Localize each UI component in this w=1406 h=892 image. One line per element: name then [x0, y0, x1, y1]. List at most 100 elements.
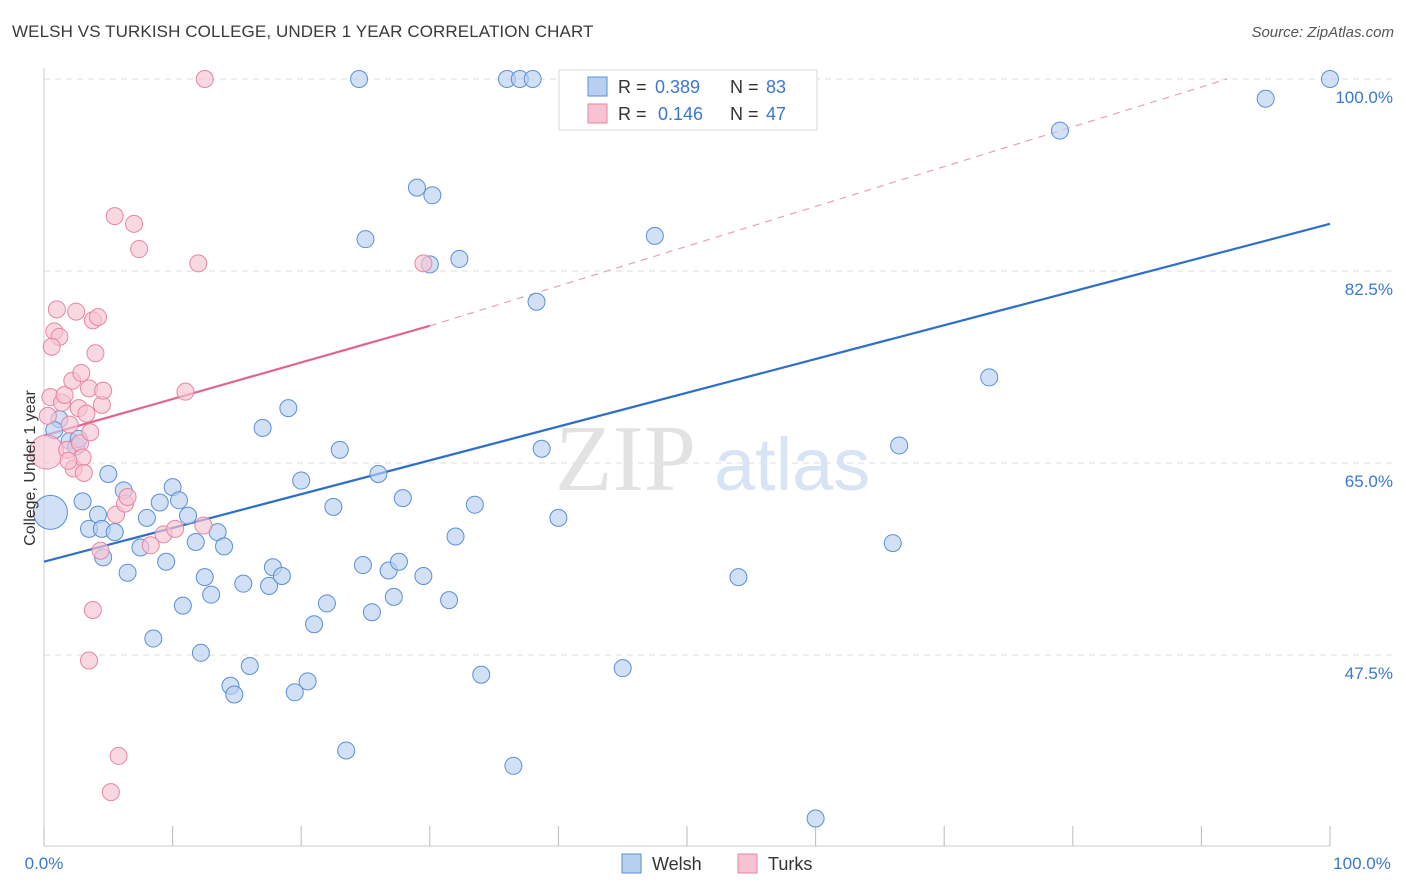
welsh-point — [729, 568, 748, 587]
welsh-point — [446, 527, 465, 546]
welsh-point — [423, 186, 442, 205]
y-tick-label-3: 100.0% — [1335, 88, 1393, 107]
trend-line-turks — [43, 78, 1228, 437]
welsh-point — [393, 489, 412, 508]
welsh-point — [240, 656, 259, 675]
welsh-point — [173, 596, 192, 615]
welsh-point — [613, 659, 632, 678]
welsh-point — [450, 249, 469, 268]
welsh-point — [1050, 121, 1069, 140]
y-tick-label-1: 65.0% — [1345, 472, 1393, 491]
welsh-point — [883, 534, 902, 553]
welsh-point — [330, 440, 349, 459]
welsh-point — [105, 523, 124, 542]
legend-r-value-welsh: 0.389 — [655, 77, 700, 97]
welsh-point — [337, 741, 356, 760]
legend-n-value-welsh: 83 — [766, 77, 786, 97]
x-tick-label-max: 100.0% — [1333, 854, 1391, 873]
turks-point — [60, 415, 79, 434]
welsh-point — [369, 464, 388, 483]
turks-point — [105, 207, 124, 226]
welsh-point — [186, 532, 205, 551]
y-axis-label: College, Under 1 year — [22, 390, 39, 546]
welsh-point — [389, 552, 408, 571]
turks-point — [189, 254, 208, 273]
welsh-point — [1321, 70, 1339, 88]
welsh-point — [353, 556, 372, 575]
welsh-point — [504, 756, 523, 775]
welsh-point — [202, 585, 221, 604]
y-tick-label-2: 82.5% — [1345, 280, 1393, 299]
watermark-atlas: atlas — [714, 423, 870, 506]
gridlines — [44, 78, 1392, 656]
bottom-legend-label-welsh: Welsh — [652, 854, 702, 874]
turks-point — [38, 406, 57, 425]
welsh-point — [1256, 89, 1275, 108]
welsh-point — [292, 471, 311, 490]
welsh-point — [157, 552, 176, 571]
welsh-point — [137, 508, 156, 527]
legend-r-label-turks: R = — [618, 104, 647, 124]
turks-point — [141, 536, 160, 555]
legend-r-value-turks: 0.146 — [658, 104, 703, 124]
welsh-point — [350, 70, 369, 88]
welsh-point — [195, 568, 214, 587]
welsh-point — [440, 591, 459, 610]
turks-point — [176, 382, 195, 401]
turks-point — [74, 463, 93, 482]
bottom-legend-swatch-turks — [737, 853, 758, 874]
welsh-point — [234, 574, 253, 593]
bottom-legend-label-turks: Turks — [768, 854, 812, 874]
welsh-point — [272, 567, 291, 586]
legend-swatch-turks — [587, 103, 608, 124]
welsh-point — [645, 226, 664, 245]
welsh-point — [253, 418, 272, 437]
welsh-point — [890, 436, 909, 455]
turks-point — [414, 254, 433, 273]
turks-point — [91, 541, 110, 560]
welsh-point — [980, 368, 999, 387]
welsh-point — [532, 439, 551, 458]
welsh-point — [191, 643, 210, 662]
welsh-point — [527, 292, 546, 311]
turks-point — [109, 746, 128, 765]
turks-point — [77, 404, 96, 423]
legend-swatch-welsh — [587, 76, 608, 97]
stats-legend: R = 0.389 N = 83 R = 0.146 N = 47 — [558, 69, 818, 131]
welsh-point — [73, 492, 92, 511]
welsh-point — [144, 629, 163, 648]
welsh-point — [225, 685, 244, 704]
welsh-point — [285, 683, 304, 702]
legend-r-label-welsh: R = — [618, 77, 647, 97]
series-welsh-points — [32, 70, 1339, 828]
chart-title: WELSH VS TURKISH COLLEGE, UNDER 1 YEAR C… — [12, 22, 594, 41]
turks-point — [72, 364, 91, 383]
series-turks-points — [29, 70, 433, 802]
x-tick-label-min: 0.0% — [25, 854, 64, 873]
welsh-point — [118, 563, 137, 582]
welsh-point — [407, 178, 426, 197]
turks-point — [81, 423, 100, 442]
turks-point — [89, 308, 108, 327]
welsh-point — [305, 615, 324, 634]
welsh-point — [414, 567, 433, 586]
welsh-point — [99, 464, 118, 483]
trend-welsh — [43, 222, 1331, 563]
legend-n-value-turks: 47 — [766, 104, 786, 124]
legend-n-label-welsh: N = — [730, 77, 759, 97]
welsh-point — [170, 491, 189, 510]
welsh-point — [465, 495, 484, 514]
welsh-point — [362, 603, 381, 622]
turks-point — [194, 516, 213, 535]
series-legend: Welsh Turks — [621, 853, 812, 874]
y-tick-label-0: 47.5% — [1345, 664, 1393, 683]
trend-turks — [43, 324, 431, 437]
trend-turks-extension — [429, 78, 1228, 327]
welsh-point — [298, 672, 317, 691]
welsh-point — [384, 587, 403, 606]
turks-point — [166, 519, 185, 538]
turks-point — [118, 488, 137, 507]
y-tick-labels: 47.5% 65.0% 82.5% 100.0% — [1335, 88, 1393, 683]
turks-point — [94, 381, 113, 400]
welsh-point — [472, 665, 491, 684]
